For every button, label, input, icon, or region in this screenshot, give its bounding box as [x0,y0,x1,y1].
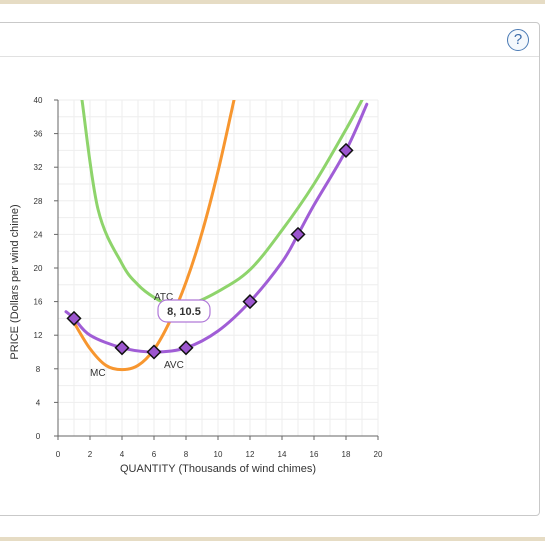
y-tick-label: 12 [34,331,43,340]
x-tick-label: 16 [310,450,319,459]
avc-point[interactable] [338,142,354,158]
atc-curve [80,100,364,309]
grid [57,99,379,437]
y-tick-label: 20 [34,264,43,273]
axes [54,99,379,440]
x-tick-label: 18 [342,450,351,459]
x-tick-label: 2 [88,450,93,459]
avc-curve [64,102,369,354]
panel-header: ? [0,23,539,57]
tooltip-text: 8, 10.5 [167,306,201,318]
tooltip-box [157,299,211,323]
x-tick-label: 14 [278,450,287,459]
y-tick-label: 40 [34,96,43,105]
x-tick-label: 20 [374,450,383,459]
x-tick-label: 8 [184,450,189,459]
avc-point[interactable] [66,310,82,326]
x-axis-title: QUANTITY (Thousands of wind chimes) [120,463,316,475]
y-tick-label: 32 [34,163,43,172]
x-tick-label: 0 [56,450,61,459]
avc-point[interactable] [242,294,258,310]
bottom-rule [0,537,545,541]
y-tick-label: 28 [34,197,43,206]
avc-point[interactable] [178,340,194,356]
atc-label: ATC [154,292,173,303]
x-tick-label: 10 [214,450,223,459]
top-rule [0,0,545,4]
y-tick-label: 4 [36,398,41,407]
y-axis-title: PRICE (Dollars per wind chime) [9,204,21,359]
x-tick-label: 12 [246,450,255,459]
y-tick-label: 8 [36,365,41,374]
avc-point[interactable] [114,340,130,356]
y-tick-label: 16 [34,298,43,307]
avc-point[interactable] [146,344,162,360]
data-points[interactable] [66,142,354,360]
avc-point[interactable] [290,226,306,242]
mc-label: MC [90,368,106,379]
avc-label: AVC [164,360,184,371]
x-tick-label: 6 [152,450,157,459]
help-button[interactable]: ? [507,29,529,51]
x-tick-label: 4 [120,450,125,459]
y-tick-label: 0 [36,432,41,441]
y-tick-label: 24 [34,230,43,239]
tooltip: 8, 10.5 [157,299,211,323]
y-tick-label: 36 [34,130,43,139]
